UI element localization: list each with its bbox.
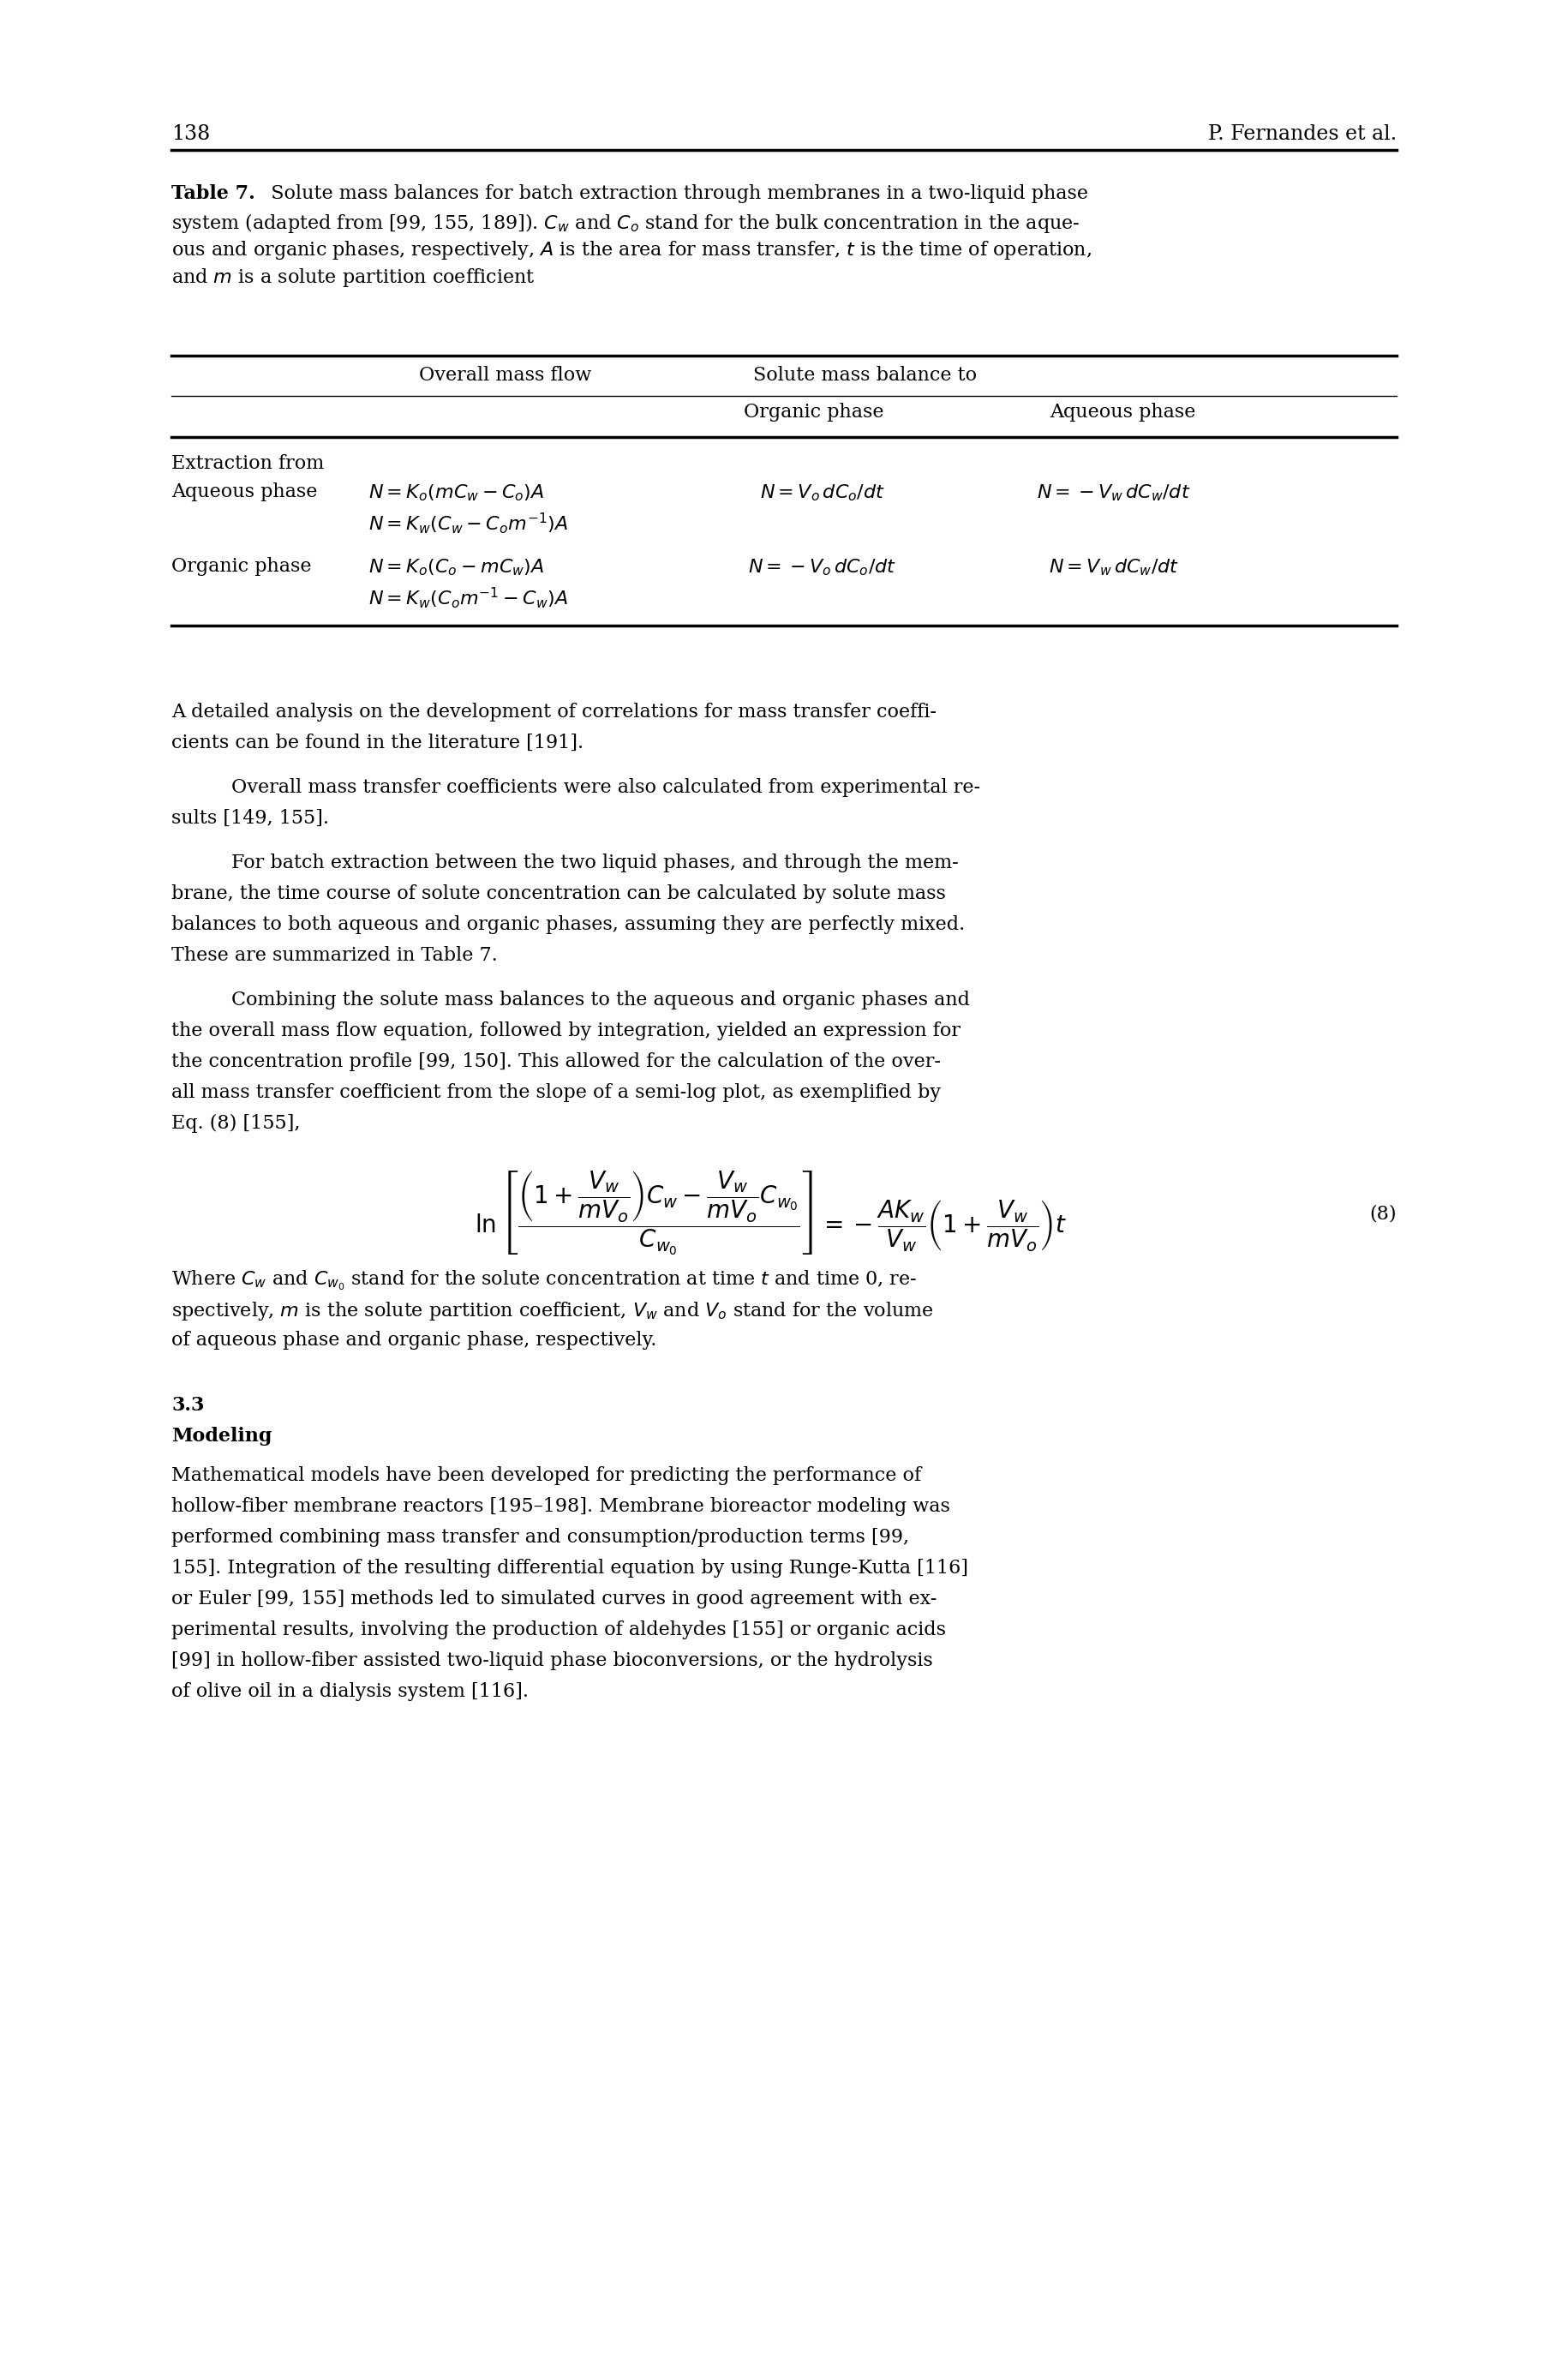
Text: Aqueous phase: Aqueous phase xyxy=(171,483,317,502)
Text: $N=K_o(C_o-mC_w)A$: $N=K_o(C_o-mC_w)A$ xyxy=(368,556,544,578)
Text: of aqueous phase and organic phase, respectively.: of aqueous phase and organic phase, resp… xyxy=(171,1332,657,1351)
Text: Where $C_w$ and $C_{w_0}$ stand for the solute concentration at time $t$ and tim: Where $C_w$ and $C_{w_0}$ stand for the … xyxy=(171,1270,917,1291)
Text: spectively, $m$ is the solute partition coefficient, $V_w$ and $V_o$ stand for t: spectively, $m$ is the solute partition … xyxy=(171,1301,933,1322)
Text: Eq. (8) [155],: Eq. (8) [155], xyxy=(171,1113,301,1132)
Text: balances to both aqueous and organic phases, assuming they are perfectly mixed.: balances to both aqueous and organic pha… xyxy=(171,916,964,935)
Text: Mathematical models have been developed for predicting the performance of: Mathematical models have been developed … xyxy=(171,1467,922,1486)
Text: P. Fernandes et al.: P. Fernandes et al. xyxy=(1207,124,1397,145)
Text: sults [149, 155].: sults [149, 155]. xyxy=(171,809,329,828)
Text: $N=K_o(mC_w-C_o)A$: $N=K_o(mC_w-C_o)A$ xyxy=(368,483,544,502)
Text: system (adapted from [99, 155, 189]). $C_w$ and $C_o$ stand for the bulk concent: system (adapted from [99, 155, 189]). $C… xyxy=(171,212,1080,235)
Text: Organic phase: Organic phase xyxy=(171,556,312,575)
Text: $N=-V_o\,dC_o/dt$: $N=-V_o\,dC_o/dt$ xyxy=(748,556,897,578)
Text: [99] in hollow-fiber assisted two-liquid phase bioconversions, or the hydrolysis: [99] in hollow-fiber assisted two-liquid… xyxy=(171,1650,933,1669)
Text: A detailed analysis on the development of correlations for mass transfer coeffi-: A detailed analysis on the development o… xyxy=(171,702,936,721)
Text: perimental results, involving the production of aldehydes [155] or organic acids: perimental results, involving the produc… xyxy=(171,1619,946,1638)
Text: and $m$ is a solute partition coefficient: and $m$ is a solute partition coefficien… xyxy=(171,266,535,288)
Text: brane, the time course of solute concentration can be calculated by solute mass: brane, the time course of solute concent… xyxy=(171,885,946,904)
Text: the concentration profile [99, 150]. This allowed for the calculation of the ove: the concentration profile [99, 150]. Thi… xyxy=(171,1053,941,1070)
Text: all mass transfer coefficient from the slope of a semi-log plot, as exemplified : all mass transfer coefficient from the s… xyxy=(171,1082,941,1101)
Text: 3.3: 3.3 xyxy=(171,1396,204,1415)
Text: $N=V_o\,dC_o/dt$: $N=V_o\,dC_o/dt$ xyxy=(760,483,884,502)
Text: These are summarized in Table 7.: These are summarized in Table 7. xyxy=(171,946,497,965)
Text: Modeling: Modeling xyxy=(171,1427,271,1446)
Text: (8): (8) xyxy=(1369,1203,1397,1222)
Text: Combining the solute mass balances to the aqueous and organic phases and: Combining the solute mass balances to th… xyxy=(232,992,971,1011)
Text: For batch extraction between the two liquid phases, and through the mem-: For batch extraction between the two liq… xyxy=(232,854,958,873)
Text: Table 7.: Table 7. xyxy=(171,183,256,202)
Text: $N=K_w(C_om^{-1}-C_w)A$: $N=K_w(C_om^{-1}-C_w)A$ xyxy=(368,585,568,611)
Text: Extraction from: Extraction from xyxy=(171,454,325,473)
Text: $N=V_w\,dC_w/dt$: $N=V_w\,dC_w/dt$ xyxy=(1049,556,1179,578)
Text: $N=K_w(C_w-C_om^{-1})A$: $N=K_w(C_w-C_om^{-1})A$ xyxy=(368,511,568,535)
Text: ous and organic phases, respectively, $A$ is the area for mass transfer, $t$ is : ous and organic phases, respectively, $A… xyxy=(171,240,1091,262)
Text: 155]. Integration of the resulting differential equation by using Runge-Kutta [1: 155]. Integration of the resulting diffe… xyxy=(171,1558,967,1577)
Text: Overall mass flow: Overall mass flow xyxy=(419,366,591,385)
Text: Solute mass balances for batch extraction through membranes in a two-liquid phas: Solute mass balances for batch extractio… xyxy=(259,183,1088,202)
Text: Solute mass balance to: Solute mass balance to xyxy=(754,366,977,385)
Text: Organic phase: Organic phase xyxy=(743,402,884,421)
Text: 138: 138 xyxy=(171,124,210,145)
Text: performed combining mass transfer and consumption/production terms [99,: performed combining mass transfer and co… xyxy=(171,1529,909,1546)
Text: $N=-V_w\,dC_w/dt$: $N=-V_w\,dC_w/dt$ xyxy=(1036,483,1190,502)
Text: the overall mass flow equation, followed by integration, yielded an expression f: the overall mass flow equation, followed… xyxy=(171,1023,961,1039)
Text: hollow-fiber membrane reactors [195–198]. Membrane bioreactor modeling was: hollow-fiber membrane reactors [195–198]… xyxy=(171,1498,950,1515)
Text: of olive oil in a dialysis system [116].: of olive oil in a dialysis system [116]. xyxy=(171,1681,528,1700)
Text: cients can be found in the literature [191].: cients can be found in the literature [1… xyxy=(171,732,583,751)
Text: Overall mass transfer coefficients were also calculated from experimental re-: Overall mass transfer coefficients were … xyxy=(232,778,980,797)
Text: or Euler [99, 155] methods led to simulated curves in good agreement with ex-: or Euler [99, 155] methods led to simula… xyxy=(171,1589,936,1608)
Text: $\ln\left[\dfrac{\left(1+\dfrac{V_w}{mV_o}\right)C_w - \dfrac{V_w}{mV_o}C_{w_0}}: $\ln\left[\dfrac{\left(1+\dfrac{V_w}{mV_… xyxy=(475,1170,1068,1258)
Text: Aqueous phase: Aqueous phase xyxy=(1049,402,1195,421)
